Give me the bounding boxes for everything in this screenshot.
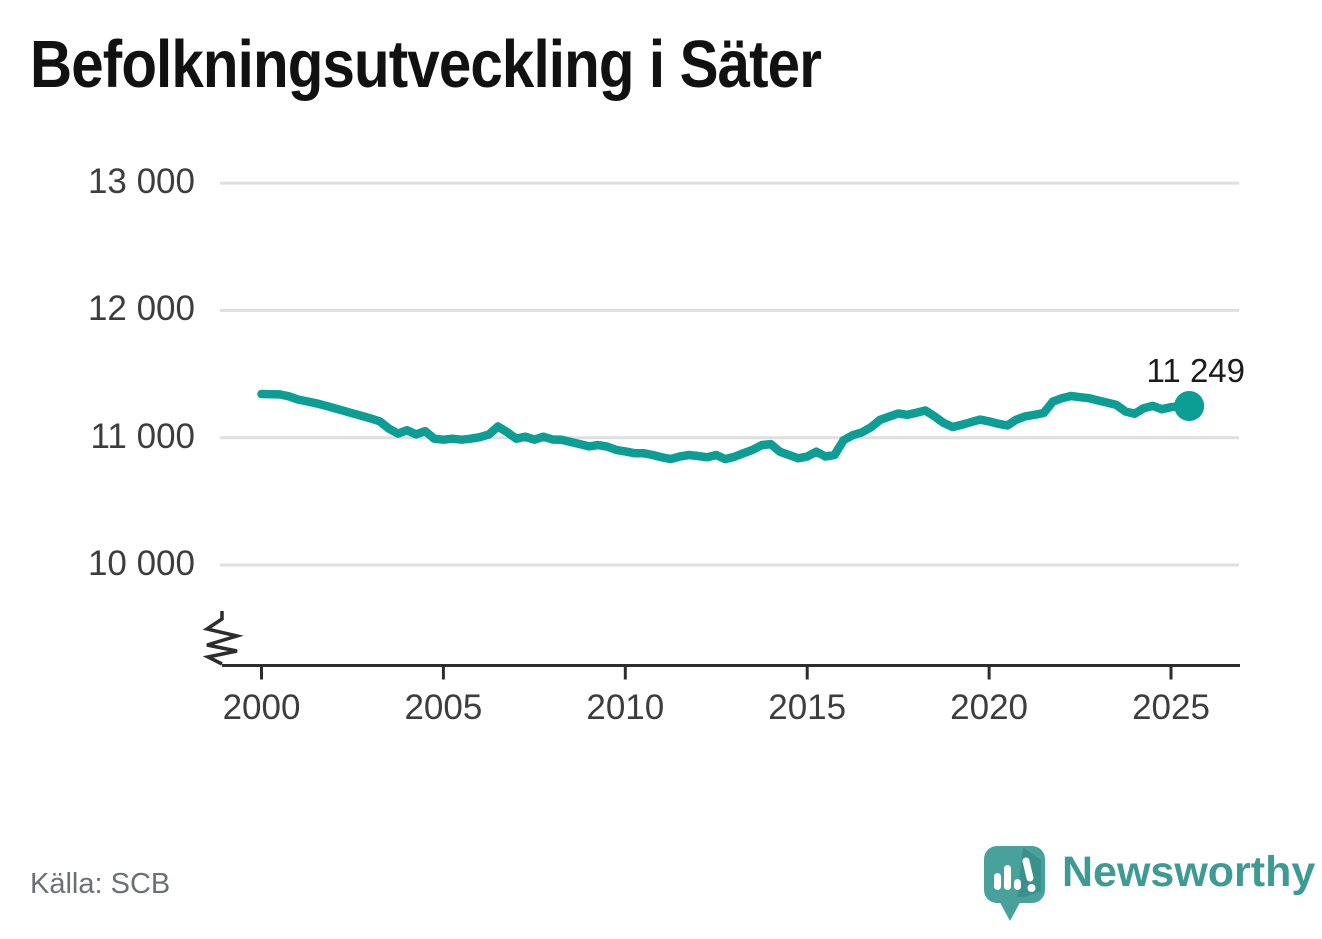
newsworthy-logo: Newsworthy	[983, 845, 1315, 923]
population-series-line	[257, 389, 1194, 464]
y-tick-label: 11 000	[90, 416, 195, 456]
y-tick-label: 10 000	[87, 543, 195, 583]
chart-title: Befolkningsutveckling i Säter	[30, 27, 822, 102]
x-axis	[222, 664, 1240, 680]
x-tick-label: 2015	[768, 688, 847, 727]
x-tick-label: 2005	[404, 688, 483, 727]
y-tick-label: 13 000	[87, 162, 195, 202]
y-axis-break-icon	[202, 611, 244, 666]
x-tick-label: 2020	[950, 688, 1029, 727]
x-tick-label: 2000	[222, 688, 301, 727]
x-tick-label: 2010	[586, 688, 665, 727]
gridlines	[220, 181, 1239, 567]
end-value-label: 11 249	[1146, 352, 1245, 389]
y-tick-label: 12 000	[87, 289, 195, 329]
newsworthy-logo-icon	[984, 846, 1045, 921]
source-label: Källa: SCB	[30, 868, 171, 900]
newsworthy-logo-text: Newsworthy	[1062, 848, 1316, 896]
latest-value-dot	[1174, 391, 1205, 422]
x-tick-label: 2025	[1132, 688, 1210, 727]
